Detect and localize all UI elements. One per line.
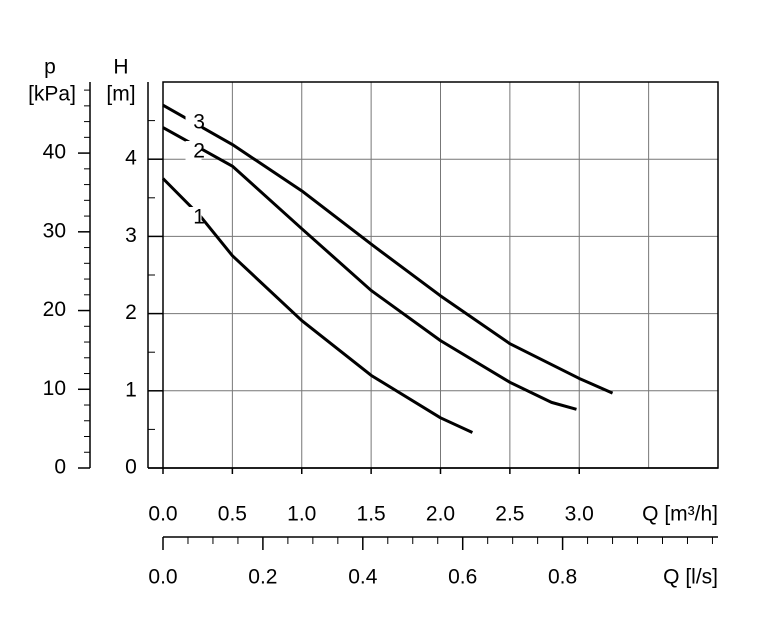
- x-tick-label: 1.5: [357, 503, 386, 526]
- y2-tick-label: 10: [43, 377, 66, 400]
- y2-tick-label: 40: [43, 141, 66, 164]
- y-tick-label: 1: [125, 378, 137, 401]
- y2-tick-label: 0: [54, 456, 66, 479]
- y2-axis-unit: [kPa]: [28, 83, 76, 106]
- x-tick-label: 0.5: [218, 503, 247, 526]
- curve-label: 2: [193, 140, 205, 163]
- y-axis-unit: [m]: [106, 83, 135, 106]
- x2-axis-title: Q [l/s]: [663, 566, 718, 589]
- y2-tick-label: 30: [43, 219, 66, 242]
- x-tick-label: 2.0: [426, 503, 455, 526]
- y-axis-title: H: [113, 56, 128, 79]
- x2-tick-label: 0.6: [448, 566, 477, 589]
- y-tick-label: 0: [125, 456, 137, 479]
- x-tick-label: 3.0: [565, 503, 594, 526]
- curve-label: 1: [193, 206, 205, 229]
- y2-tick-label: 20: [43, 298, 66, 321]
- y-tick-label: 2: [125, 301, 137, 324]
- curve: [162, 126, 577, 411]
- x-axis-title: Q [m³/h]: [642, 503, 718, 526]
- curve-label-bg: [185, 207, 202, 229]
- x2-tick-label: 0.2: [248, 566, 277, 589]
- curve: [162, 103, 614, 395]
- x2-tick-label: 0.0: [148, 566, 177, 589]
- x-tick-label: 2.5: [495, 503, 524, 526]
- x2-tick-label: 0.4: [348, 566, 378, 589]
- curve: [161, 177, 474, 434]
- curve-label-bg: [185, 112, 202, 134]
- x2-tick-label: 0.8: [548, 566, 577, 589]
- y-tick-label: 4: [125, 147, 137, 170]
- x-tick-label: 0.0: [148, 503, 177, 526]
- y2-axis-title: p: [44, 56, 56, 79]
- curve-label-bg: [185, 141, 202, 163]
- x-tick-label: 1.0: [287, 503, 316, 526]
- y-tick-label: 3: [125, 224, 137, 247]
- curve-label: 3: [193, 111, 205, 134]
